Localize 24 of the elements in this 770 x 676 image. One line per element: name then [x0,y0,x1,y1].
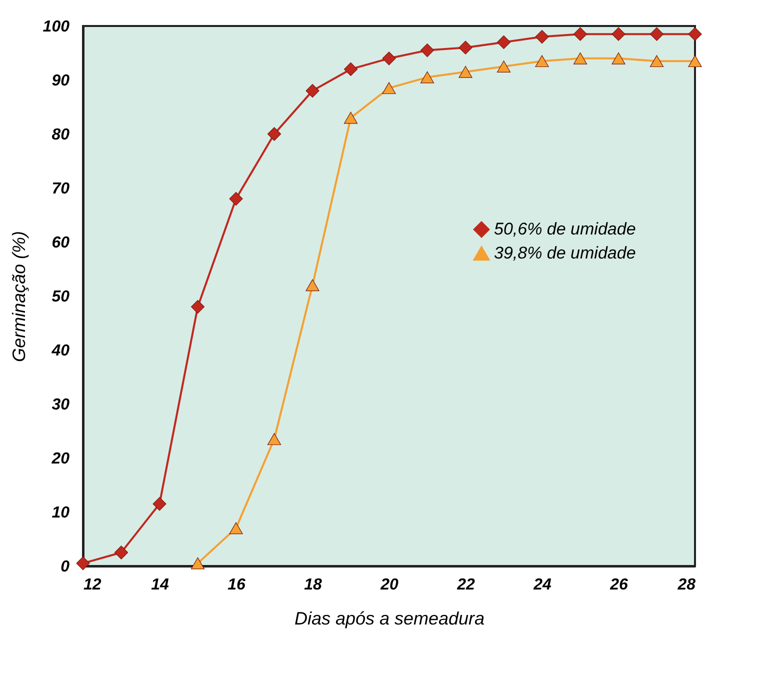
x-tick-label: 26 [609,576,628,594]
x-tick-label: 24 [532,576,552,594]
y-tick-label: 70 [52,180,70,198]
y-tick-label: 30 [52,396,70,414]
x-tick-label: 22 [456,576,475,594]
x-tick-label: 16 [228,576,246,594]
x-tick-label: 28 [676,576,696,594]
x-axis-title: Dias após a semeadura [294,608,485,628]
x-tick-label: 12 [84,576,102,594]
y-tick-label: 40 [50,342,70,360]
x-tick-label: 18 [304,576,322,594]
legend-label: 39,8% de umidade [494,244,636,262]
y-axis-title: Germinação (%) [8,230,29,362]
y-tick-label: 50 [52,288,70,306]
legend-label: 50,6% de umidade [494,220,636,238]
y-tick-label: 10 [52,504,70,522]
x-tick-label: 20 [380,576,398,594]
y-tick-label: 90 [52,72,70,90]
x-tick-label: 14 [151,576,169,594]
y-tick-label: 80 [52,126,70,144]
y-tick-label: 60 [52,234,70,252]
y-tick-label: 0 [60,558,70,576]
y-tick-label: 100 [42,18,70,36]
y-tick-label: 20 [50,450,70,468]
